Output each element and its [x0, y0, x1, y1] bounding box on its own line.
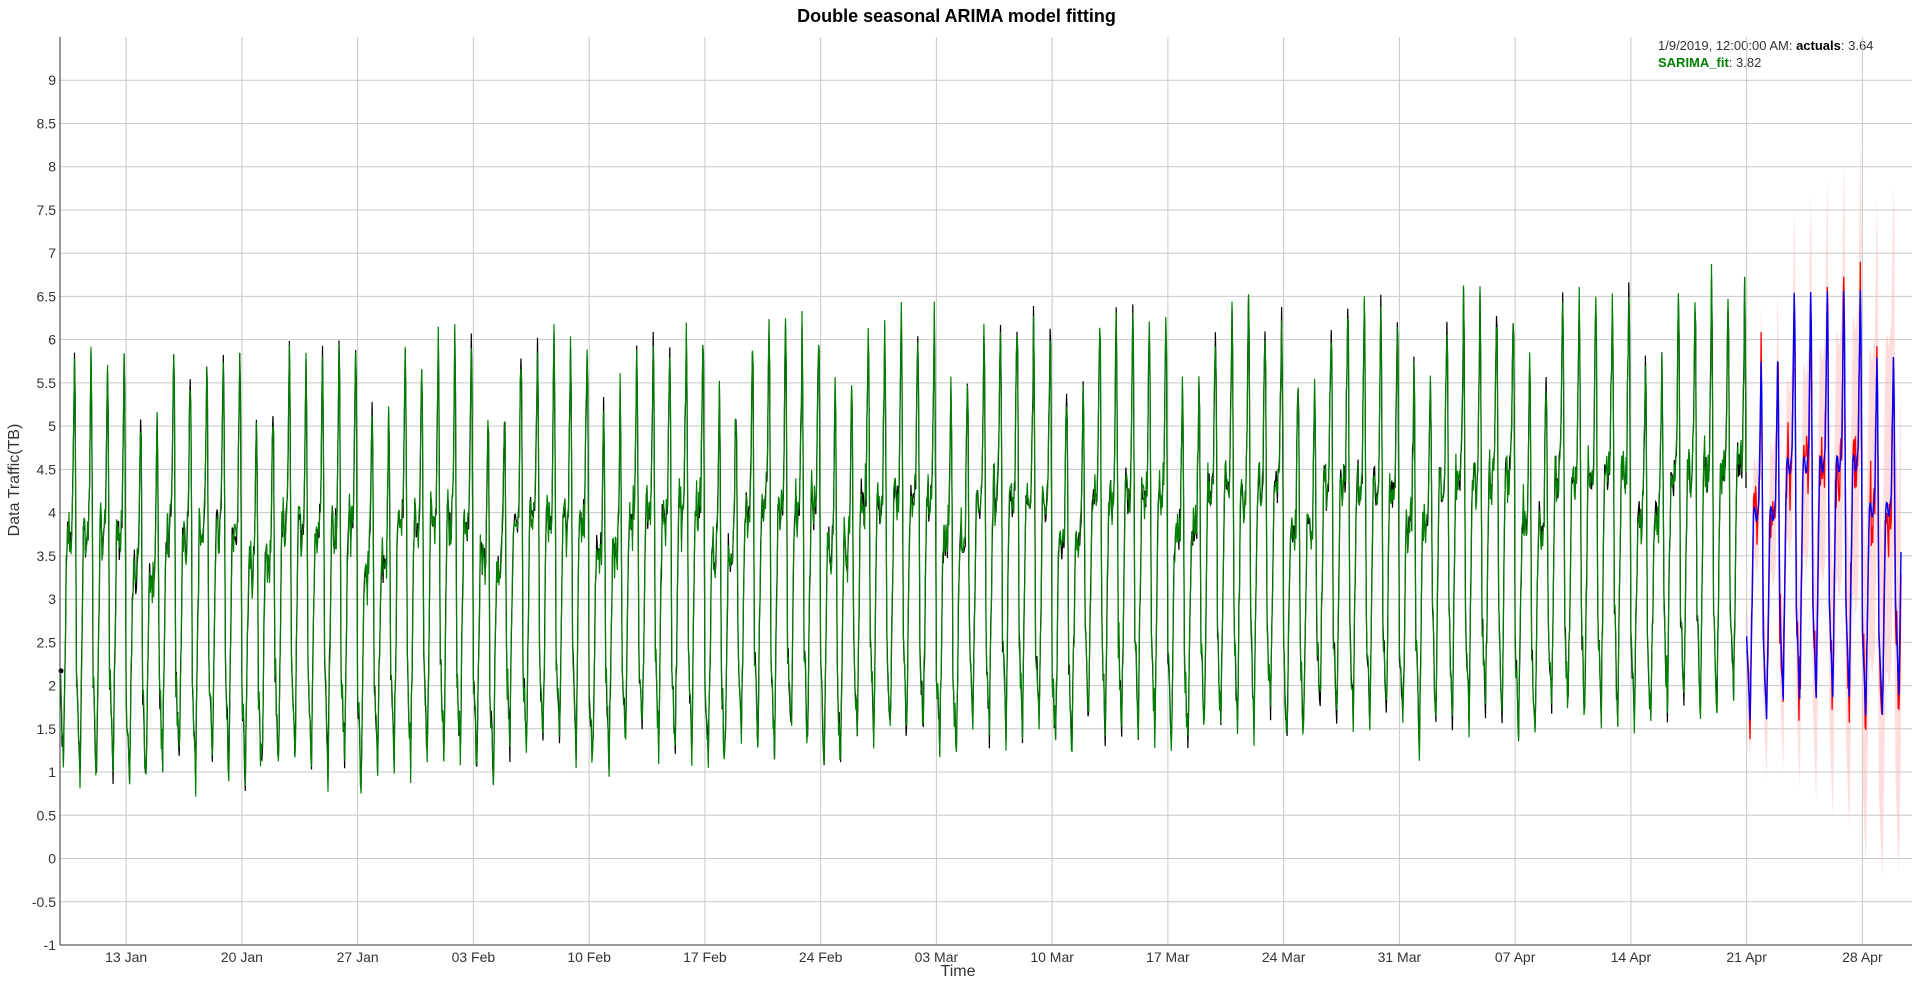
x-tick-label: 17 Feb	[683, 949, 727, 965]
y-tick-label: 9	[48, 72, 56, 88]
series-layer	[58, 261, 1902, 797]
y-axis-label: Data Traffic(TB)	[6, 424, 23, 537]
y-tick-label: 5	[48, 418, 56, 434]
y-tick-label: 2	[48, 678, 56, 694]
x-tick-label: 27 Jan	[337, 949, 379, 965]
legend-actuals-label: actuals	[1796, 38, 1841, 53]
y-tick-label: 1.5	[37, 721, 57, 737]
legend-row-fit: SARIMA_fit: 3.82	[1658, 55, 1762, 70]
legend-fit-value: 3.82	[1736, 55, 1762, 70]
y-tick-label: 0	[48, 851, 56, 867]
x-tick-label: 03 Mar	[915, 949, 959, 965]
y-tick-label: 4	[48, 505, 56, 521]
x-tick-label: 24 Feb	[799, 949, 843, 965]
x-tick-label: 31 Mar	[1378, 949, 1422, 965]
x-tick-label: 28 Apr	[1842, 949, 1883, 965]
y-tick-label: -0.5	[32, 894, 56, 910]
y-tick-label: 3.5	[37, 548, 57, 564]
y-tick-label: 7	[48, 245, 56, 261]
legend-row-actuals: 1/9/2019, 12:00:00 AM: actuals: 3.64	[1658, 38, 1874, 53]
y-tick-label: 0.5	[37, 807, 57, 823]
legend-actuals-value: 3.64	[1848, 38, 1874, 53]
x-tick-label: 14 Apr	[1611, 949, 1652, 965]
x-tick-label: 13 Jan	[105, 949, 147, 965]
x-tick-label: 24 Mar	[1262, 949, 1306, 965]
y-tick-label: 3	[48, 591, 56, 607]
series-forecast-line	[1745, 289, 1902, 720]
y-tick-label: 6	[48, 332, 56, 348]
forecast-interval-band	[1746, 145, 1901, 880]
y-tick-label: 8.5	[37, 115, 57, 131]
x-tick-label: 20 Jan	[221, 949, 263, 965]
y-tick-label: 5.5	[37, 375, 57, 391]
legend-readout: 1/9/2019, 12:00:00 AM: actuals: 3.64 SAR…	[1658, 37, 1873, 71]
legend-fit-label: SARIMA_fit	[1658, 55, 1729, 70]
series-sarima-fit-line	[59, 263, 1747, 797]
x-tick-label: 17 Mar	[1146, 949, 1190, 965]
y-tick-label: 8	[48, 159, 56, 175]
chart-title: Double seasonal ARIMA model fitting	[797, 6, 1116, 26]
y-tick-label: 4.5	[37, 461, 57, 477]
y-tick-label: 2.5	[37, 634, 57, 650]
x-tick-label: 03 Feb	[452, 949, 496, 965]
x-axis-label: Time	[941, 963, 976, 980]
legend-timestamp: 1/9/2019, 12:00:00 AM	[1658, 38, 1789, 53]
y-tick-label: -1	[44, 937, 57, 953]
y-tick-label: 1	[48, 764, 56, 780]
x-tick-label: 10 Feb	[567, 949, 611, 965]
y-tick-label: 7.5	[37, 202, 57, 218]
axis-layer: Time Data Traffic(TB) -1 -0.5 0 0.5 1 1.5 2 2.5…	[6, 37, 1912, 980]
x-tick-label: 07 Apr	[1495, 949, 1536, 965]
y-tick-label: 6.5	[37, 288, 57, 304]
hover-marker	[58, 668, 64, 674]
series-forecast-interval	[1746, 145, 1901, 880]
x-tick-label: 21 Apr	[1726, 949, 1767, 965]
x-tick-label: 10 Mar	[1030, 949, 1074, 965]
